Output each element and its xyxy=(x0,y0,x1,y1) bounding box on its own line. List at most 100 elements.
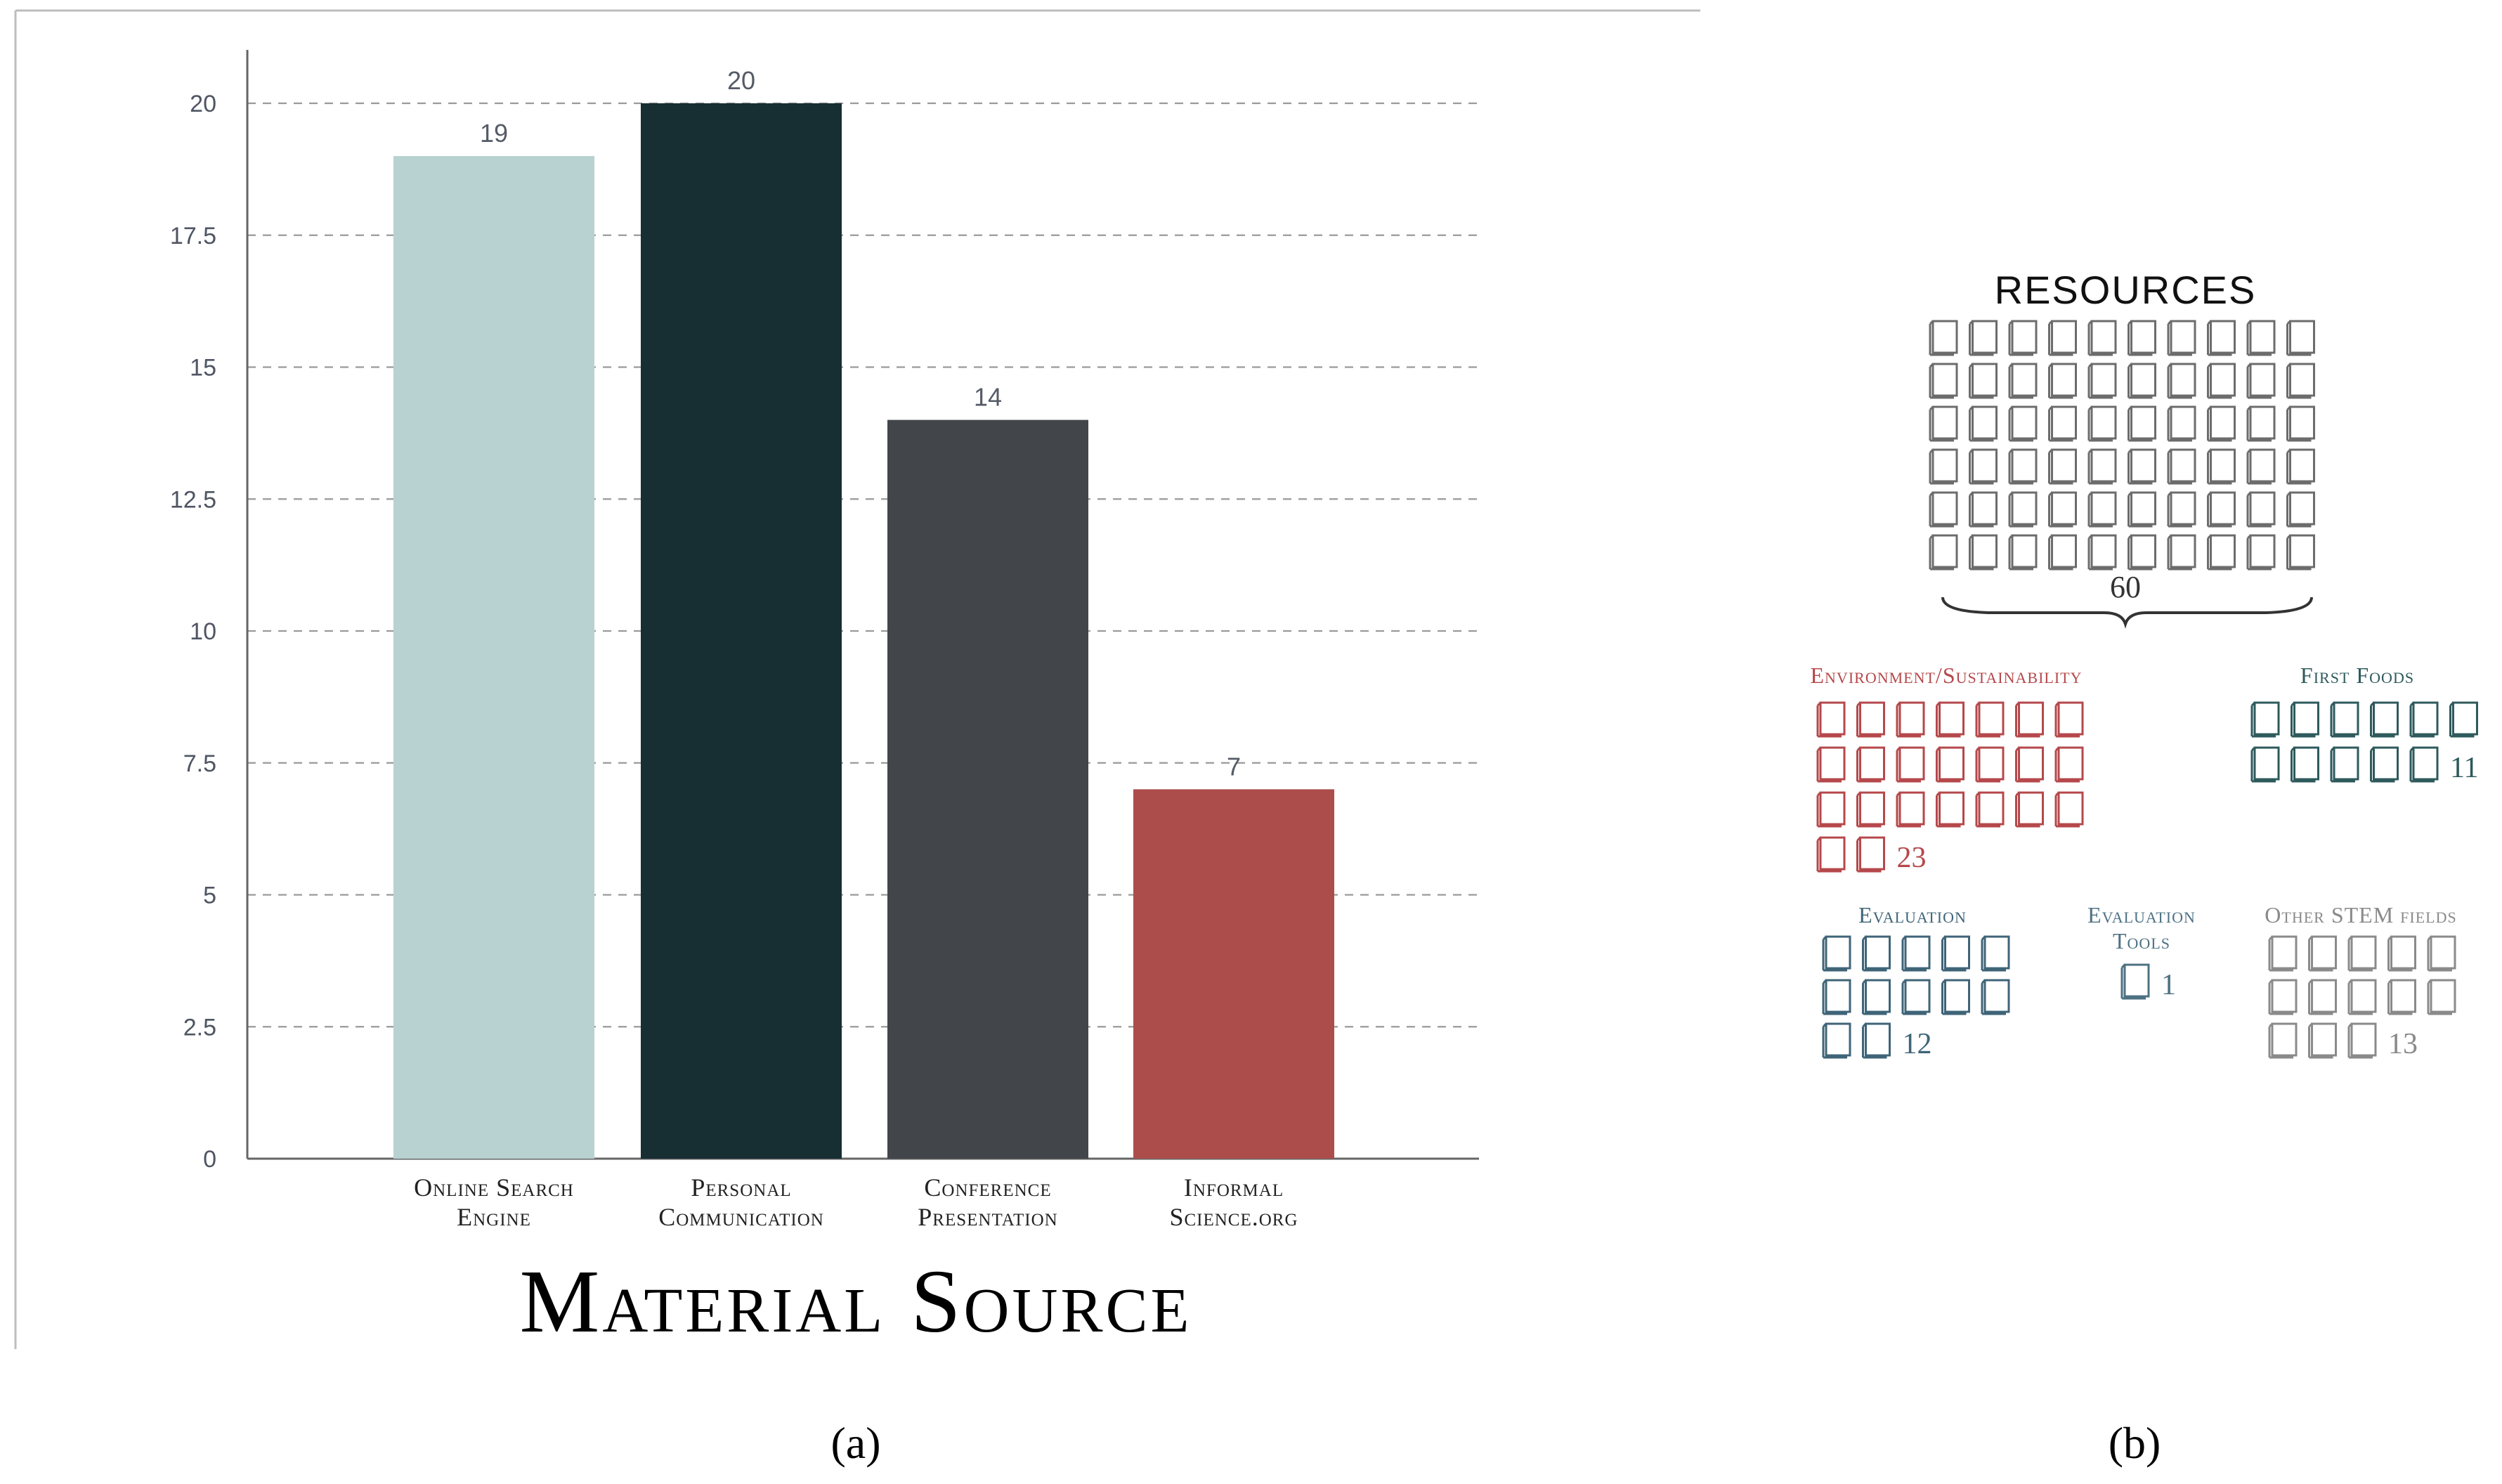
book-corner xyxy=(1822,935,1827,941)
book-icon xyxy=(2128,534,2156,571)
book-icon xyxy=(1969,405,1998,442)
book-icon xyxy=(2207,491,2236,528)
book-icon xyxy=(2048,448,2077,485)
book-icon xyxy=(2268,1022,2298,1059)
book-corner xyxy=(2308,1022,2313,1028)
book-icon xyxy=(2128,405,2156,442)
book-icon xyxy=(2128,448,2156,485)
book-icon xyxy=(2048,405,2077,442)
book-cover xyxy=(2011,448,2038,483)
book-icon xyxy=(1936,701,1965,738)
book-corner xyxy=(1862,935,1867,941)
category-label: Environment/Sustainability xyxy=(1811,663,2083,688)
book-icon xyxy=(2246,320,2276,356)
book-cover xyxy=(1944,935,1970,970)
book-cover xyxy=(2170,405,2196,440)
book-icon xyxy=(1929,363,1958,399)
book-cover xyxy=(2130,491,2156,526)
book-corner xyxy=(2008,491,2014,497)
book-icon xyxy=(1929,320,1958,356)
book-cover xyxy=(1819,701,1846,736)
book-corner xyxy=(1936,746,1941,752)
book-icon xyxy=(2347,935,2377,972)
book-corner xyxy=(2250,701,2256,707)
book-cover xyxy=(2090,405,2117,440)
category-label: Evaluation xyxy=(1858,902,1967,928)
bar xyxy=(1133,789,1334,1159)
book-cover xyxy=(2170,534,2196,568)
book-cover xyxy=(1972,363,1998,397)
book-cover xyxy=(1859,836,1885,871)
book-icon xyxy=(2246,448,2276,485)
book-icon xyxy=(2087,491,2117,528)
book-icon xyxy=(2387,979,2416,1015)
book-corner xyxy=(2128,448,2132,454)
book-icon xyxy=(1929,448,1958,485)
book-corner xyxy=(2087,448,2093,454)
book-icon xyxy=(2409,746,2439,783)
book-cover xyxy=(2170,491,2196,526)
book-cover xyxy=(2333,701,2359,736)
x-category-label: Science.org xyxy=(1169,1203,1298,1231)
book-cover xyxy=(2130,448,2156,483)
book-corner xyxy=(1969,405,1974,411)
book-corner xyxy=(2128,320,2132,325)
book-cover xyxy=(2130,534,2156,568)
book-icon xyxy=(1816,791,1846,828)
book-corner xyxy=(2268,935,2274,941)
x-category-label: Communication xyxy=(658,1203,824,1231)
book-icon xyxy=(1816,701,1846,738)
book-icon xyxy=(2427,979,2456,1015)
book-icon xyxy=(2015,791,2044,828)
book-icon xyxy=(2008,534,2038,571)
book-cover xyxy=(2350,935,2377,970)
book-corner xyxy=(1856,791,1861,797)
book-cover xyxy=(2333,746,2359,781)
book-cover xyxy=(2412,746,2439,781)
y-tick-label: 12.5 xyxy=(170,486,216,513)
book-cover xyxy=(2249,491,2276,526)
book-corner xyxy=(1975,701,1981,707)
book-corner xyxy=(1816,791,1822,797)
book-corner xyxy=(2128,405,2132,411)
book-cover xyxy=(1944,979,1970,1013)
book-cover xyxy=(2289,534,2315,568)
book-corner xyxy=(2370,746,2375,752)
book-cover xyxy=(1859,701,1885,736)
category-label: Tools xyxy=(2113,928,2170,953)
book-cover xyxy=(2249,534,2276,568)
x-category-label: Informal xyxy=(1184,1173,1284,1202)
book-icon xyxy=(2008,448,2038,485)
pictogram-resources: RESOURCES 60 Environment/Sustainability 23 F… xyxy=(1811,268,2479,1060)
book-corner xyxy=(1856,701,1861,707)
book-corner xyxy=(1856,836,1861,842)
book-icon xyxy=(2286,534,2315,571)
book-corner xyxy=(2120,963,2126,969)
x-category-label: Online Search xyxy=(414,1173,574,1202)
book-cover xyxy=(2090,534,2117,568)
book-corner xyxy=(2347,979,2353,984)
book-cover xyxy=(2350,1022,2377,1057)
book-icon xyxy=(1936,746,1965,783)
category-count-label: 1 xyxy=(2161,969,2176,1001)
book-icon xyxy=(2048,491,2077,528)
book-corner xyxy=(1975,746,1981,752)
book-icon xyxy=(2048,534,2077,571)
book-corner xyxy=(2387,979,2392,984)
book-corner xyxy=(2286,448,2291,454)
bar xyxy=(393,156,594,1159)
book-cover xyxy=(2051,448,2077,483)
book-cover xyxy=(2210,534,2236,568)
book-icon xyxy=(2087,534,2117,571)
book-cover xyxy=(1972,405,1998,440)
book-corner xyxy=(2008,448,2014,454)
book-cover xyxy=(2350,979,2377,1013)
book-corner xyxy=(1975,791,1981,797)
book-icon xyxy=(1929,534,1958,571)
book-corner xyxy=(1929,363,1934,368)
book-cover xyxy=(1819,836,1846,871)
book-icon xyxy=(2268,935,2298,972)
book-corner xyxy=(2054,701,2060,707)
book-corner xyxy=(2427,979,2432,984)
